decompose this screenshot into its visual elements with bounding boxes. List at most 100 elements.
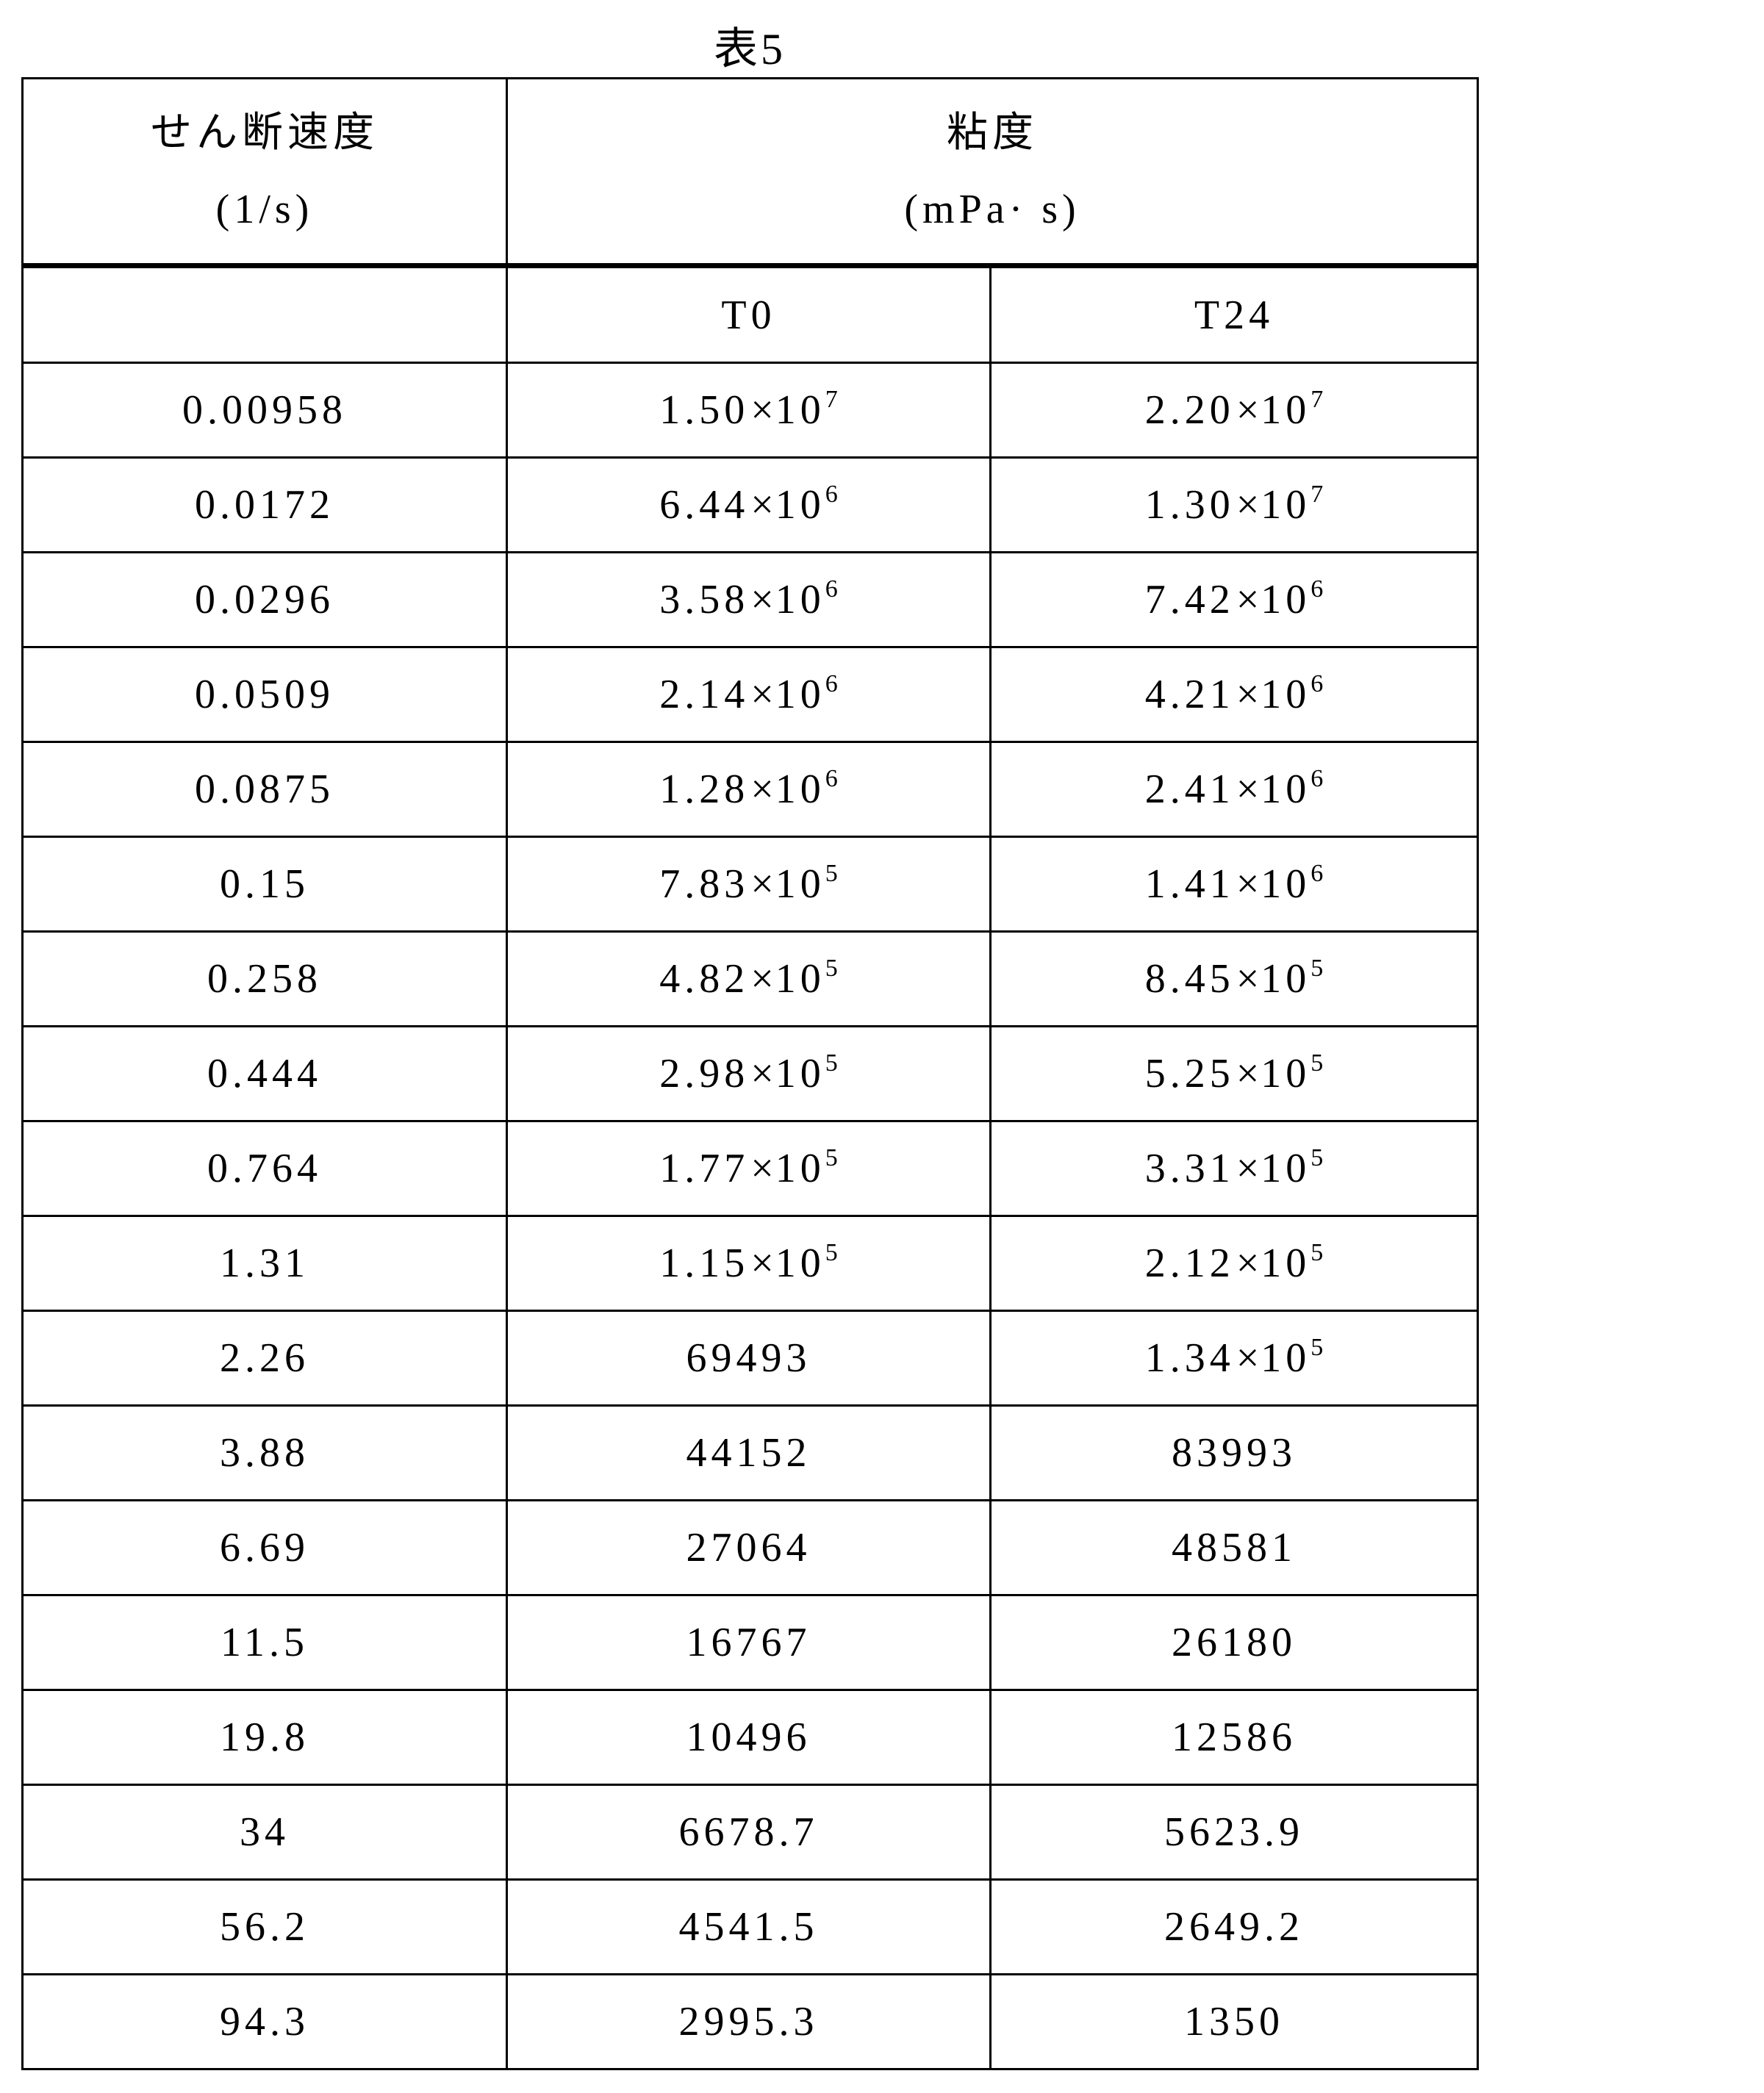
mantissa: 3.31 xyxy=(1145,1146,1235,1191)
table-row: 2.26694931.34×105 xyxy=(23,1311,1478,1406)
exponent: 5 xyxy=(1311,955,1323,982)
table-row: 0.08751.28×1062.41×106 xyxy=(23,742,1478,837)
exponent: 6 xyxy=(825,575,838,603)
exponent: 5 xyxy=(1311,1239,1323,1266)
table-row: 0.009581.50×1072.20×107 xyxy=(23,363,1478,458)
mantissa: 2.14 xyxy=(659,672,749,717)
exponent: 6 xyxy=(1311,670,1323,697)
shear-rate-unit: (1/s) xyxy=(24,171,506,248)
table-row: 0.4442.98×1055.25×105 xyxy=(23,1027,1478,1121)
table-row: 0.2584.82×1058.45×105 xyxy=(23,932,1478,1027)
base-ten: 10 xyxy=(1261,956,1311,1002)
table-row: 1.311.15×1052.12×105 xyxy=(23,1216,1478,1311)
t0-viscosity-cell: 1.77×105 xyxy=(507,1121,991,1216)
table-row: 3.884415283993 xyxy=(23,1406,1478,1501)
viscosity-unit: (mPa· s) xyxy=(508,171,1477,248)
times-sign: × xyxy=(750,577,774,622)
shear-rate-cell: 6.69 xyxy=(23,1501,507,1595)
shear-rate-cell: 0.00958 xyxy=(23,363,507,458)
exponent: 5 xyxy=(1311,1049,1323,1077)
base-ten: 10 xyxy=(1261,577,1311,622)
base-ten: 10 xyxy=(775,577,825,622)
t24-viscosity-cell: 2649.2 xyxy=(991,1880,1478,1975)
exponent: 6 xyxy=(825,765,838,792)
sub-header-row: T0 T24 xyxy=(23,266,1478,363)
base-ten: 10 xyxy=(775,482,825,528)
mantissa: 1.15 xyxy=(659,1241,749,1286)
base-ten: 10 xyxy=(775,1051,825,1096)
exponent: 5 xyxy=(825,1144,838,1171)
t0-viscosity-cell: 2.98×105 xyxy=(507,1027,991,1121)
mantissa: 5.25 xyxy=(1145,1051,1235,1096)
base-ten: 10 xyxy=(1261,482,1311,528)
t24-viscosity-cell: 83993 xyxy=(991,1406,1478,1501)
viscosity-header: 粘度 (mPa· s) xyxy=(507,79,1478,266)
times-sign: × xyxy=(1236,861,1260,907)
mantissa: 2.12 xyxy=(1145,1241,1235,1286)
t0-viscosity-cell: 1.28×106 xyxy=(507,742,991,837)
base-ten: 10 xyxy=(1261,1146,1311,1191)
shear-rate-cell: 0.444 xyxy=(23,1027,507,1121)
base-ten: 10 xyxy=(1261,1241,1311,1286)
t24-viscosity-cell: 5.25×105 xyxy=(991,1027,1478,1121)
shear-rate-cell: 3.88 xyxy=(23,1406,507,1501)
sub-header-t0: T0 xyxy=(507,266,991,363)
table-row: 56.24541.52649.2 xyxy=(23,1880,1478,1975)
times-sign: × xyxy=(750,482,774,528)
base-ten: 10 xyxy=(775,861,825,907)
times-sign: × xyxy=(1236,387,1260,433)
base-ten: 10 xyxy=(1261,767,1311,812)
shear-rate-cell: 0.258 xyxy=(23,932,507,1027)
base-ten: 10 xyxy=(775,1241,825,1286)
t0-viscosity-cell: 4541.5 xyxy=(507,1880,991,1975)
mantissa: 4.21 xyxy=(1145,672,1235,717)
t24-viscosity-cell: 12586 xyxy=(991,1690,1478,1785)
t24-viscosity-cell: 3.31×105 xyxy=(991,1121,1478,1216)
base-ten: 10 xyxy=(1261,1051,1311,1096)
exponent: 6 xyxy=(825,481,838,508)
table-row: 94.32995.31350 xyxy=(23,1975,1478,2069)
t24-viscosity-cell: 4.21×106 xyxy=(991,647,1478,742)
base-ten: 10 xyxy=(775,672,825,717)
t24-viscosity-cell: 8.45×105 xyxy=(991,932,1478,1027)
table-row: 6.692706448581 xyxy=(23,1501,1478,1595)
t0-viscosity-cell: 10496 xyxy=(507,1690,991,1785)
mantissa: 7.83 xyxy=(659,861,749,907)
viscosity-label: 粘度 xyxy=(508,95,1477,171)
mantissa: 3.58 xyxy=(659,577,749,622)
shear-rate-cell: 56.2 xyxy=(23,1880,507,1975)
t0-viscosity-cell: 16767 xyxy=(507,1595,991,1690)
times-sign: × xyxy=(750,956,774,1002)
exponent: 7 xyxy=(1311,386,1323,413)
t24-viscosity-cell: 2.20×107 xyxy=(991,363,1478,458)
mantissa: 1.28 xyxy=(659,767,749,812)
mantissa: 1.77 xyxy=(659,1146,749,1191)
exponent: 5 xyxy=(825,1239,838,1266)
shear-rate-cell: 34 xyxy=(23,1785,507,1880)
times-sign: × xyxy=(1236,956,1260,1002)
table-row: 0.05092.14×1064.21×106 xyxy=(23,647,1478,742)
shear-rate-cell: 0.0875 xyxy=(23,742,507,837)
t24-viscosity-cell: 5623.9 xyxy=(991,1785,1478,1880)
base-ten: 10 xyxy=(775,387,825,433)
exponent: 6 xyxy=(1311,860,1323,887)
base-ten: 10 xyxy=(1261,1335,1311,1381)
sub-header-t24: T24 xyxy=(991,266,1478,363)
t24-viscosity-cell: 2.41×106 xyxy=(991,742,1478,837)
base-ten: 10 xyxy=(1261,387,1311,433)
times-sign: × xyxy=(1236,1241,1260,1286)
times-sign: × xyxy=(1236,577,1260,622)
shear-rate-cell: 94.3 xyxy=(23,1975,507,2069)
mantissa: 7.42 xyxy=(1145,577,1235,622)
t0-viscosity-cell: 7.83×105 xyxy=(507,837,991,932)
exponent: 7 xyxy=(825,386,838,413)
t24-viscosity-cell: 1.30×107 xyxy=(991,458,1478,553)
t0-viscosity-cell: 1.15×105 xyxy=(507,1216,991,1311)
mantissa: 1.30 xyxy=(1145,482,1235,528)
base-ten: 10 xyxy=(1261,861,1311,907)
t24-viscosity-cell: 26180 xyxy=(991,1595,1478,1690)
shear-rate-cell: 1.31 xyxy=(23,1216,507,1311)
t0-viscosity-cell: 69493 xyxy=(507,1311,991,1406)
base-ten: 10 xyxy=(775,956,825,1002)
mantissa: 1.50 xyxy=(659,387,749,433)
